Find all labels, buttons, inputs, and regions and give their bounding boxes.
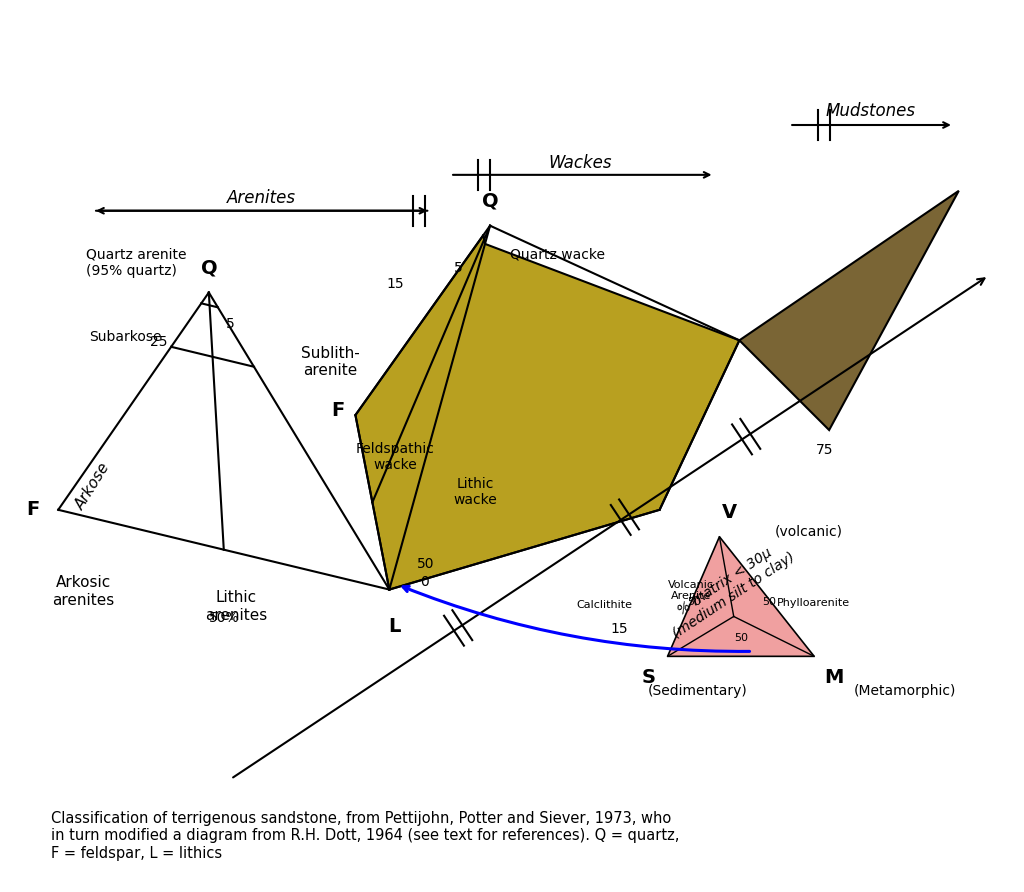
Text: V: V [722,503,737,522]
Polygon shape [739,191,958,430]
Text: Wackes: Wackes [548,154,611,172]
Text: Arenites: Arenites [227,189,296,207]
Text: 50: 50 [417,557,434,571]
Text: 50: 50 [734,633,748,643]
Text: % matrix < 30μ
(medium silt to clay): % matrix < 30μ (medium silt to clay) [662,537,798,641]
Text: (Sedimentary): (Sedimentary) [647,684,748,698]
Text: Lithic
arenites: Lithic arenites [205,591,267,623]
Text: Feldspathic
wacke: Feldspathic wacke [356,442,435,472]
Text: S: S [642,668,655,688]
Text: (volcanic): (volcanic) [774,524,843,539]
Text: 15: 15 [611,623,629,636]
Text: Subarkose: Subarkose [89,330,162,344]
Text: 5: 5 [454,260,463,275]
Text: M: M [824,668,844,688]
Text: Quartz wacke: Quartz wacke [510,248,605,261]
Text: F: F [331,401,344,419]
Text: 25: 25 [151,335,168,350]
Text: 5: 5 [225,318,234,332]
Text: Arkose: Arkose [73,461,114,513]
Text: Classification of terrigenous sandstone, from Pettijohn, Potter and Siever, 1973: Classification of terrigenous sandstone,… [51,811,680,861]
Text: 50: 50 [687,597,701,607]
Text: 15: 15 [386,277,404,291]
Text: 50%: 50% [209,612,239,625]
Text: F: F [27,500,40,519]
Text: Sublith-
arenite: Sublith- arenite [301,346,359,378]
Text: 75: 75 [815,443,833,457]
Polygon shape [668,537,814,657]
Text: 50: 50 [762,597,776,607]
Text: (Metamorphic): (Metamorphic) [854,684,956,698]
Text: Arkosic
arenites: Arkosic arenites [52,575,115,607]
Text: Volcanic
Arenite: Volcanic Arenite [668,580,714,601]
Text: Q: Q [481,192,499,211]
Text: Quartz arenite
(95% quartz): Quartz arenite (95% quartz) [86,247,186,277]
Text: 0: 0 [420,574,429,589]
Text: Lithic
wacke: Lithic wacke [454,476,497,507]
Text: Calclithite: Calclithite [577,599,633,609]
Text: Phylloarenite: Phylloarenite [776,598,850,607]
Polygon shape [355,235,739,590]
Text: L: L [388,617,400,637]
Text: Q: Q [201,259,217,277]
Text: Mudstones: Mudstones [826,102,916,120]
